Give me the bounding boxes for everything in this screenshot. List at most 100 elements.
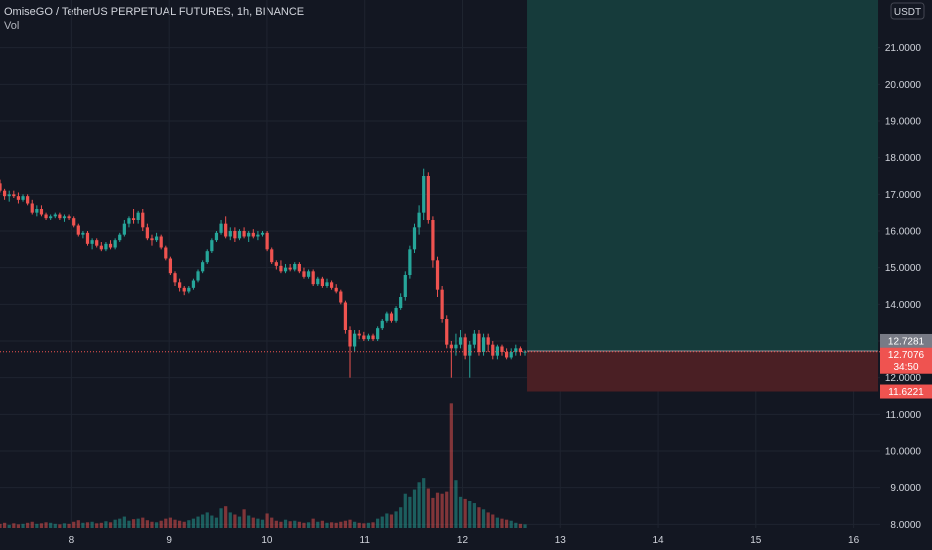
volume-bar [35, 523, 39, 528]
candle-body [463, 337, 467, 356]
candle-body [191, 280, 196, 288]
candle-body [30, 203, 34, 213]
time-tick-label: 11 [360, 535, 371, 546]
volume-bar [145, 520, 149, 528]
candle-body [380, 320, 384, 329]
candle-body [417, 212, 421, 228]
chart-legend: OmiseGO / TetherUS PERPETUAL FUTURES, 1h… [4, 5, 304, 33]
candle-body [237, 231, 242, 239]
candle-body [311, 271, 315, 285]
volume-bar [58, 524, 62, 528]
bar-countdown-label: 34:50 [893, 362, 918, 373]
volume-indicator-label: Vol [4, 20, 20, 32]
candle-body [196, 271, 200, 281]
volume-bar [348, 519, 352, 528]
time-tick-label: 9 [166, 535, 172, 546]
last-price-tag: 12.7076 34:50 [880, 347, 932, 374]
candle-body [2, 190, 7, 197]
loss-zone[interactable] [527, 350, 879, 392]
currency-badge-label: USDT [894, 7, 921, 18]
candle-body [168, 258, 173, 274]
price-tick-label: 20.0000 [885, 80, 922, 91]
candle-body [495, 346, 500, 356]
volume-bar [131, 519, 136, 528]
candle-body [325, 282, 329, 286]
candle-body [154, 236, 159, 241]
volume-bar [334, 522, 338, 528]
candle-body [67, 216, 71, 219]
volume-bar [260, 519, 265, 528]
candle-body [58, 214, 62, 219]
volume-bar [53, 523, 57, 528]
volume-bar [399, 507, 403, 528]
candle-body [247, 232, 251, 237]
volume-bar [12, 523, 16, 528]
candle-body [164, 247, 168, 259]
currency-badge[interactable]: USDT [890, 2, 925, 20]
volume-bar [270, 517, 274, 528]
volume-bar [141, 517, 145, 528]
volume-bar [288, 521, 292, 528]
candle-body [329, 282, 334, 288]
volume-bar [385, 513, 389, 528]
volume-bar [72, 521, 76, 528]
candle-body [320, 278, 324, 286]
candle-body [145, 227, 149, 239]
price-tick-label: 9.0000 [890, 483, 921, 494]
volume-bar [201, 514, 205, 528]
volume-bar [302, 522, 306, 528]
candle-body [44, 214, 48, 219]
volume-bar [279, 521, 283, 528]
volume-bar [182, 521, 186, 528]
volume-bar [293, 520, 297, 528]
candle-body [274, 262, 278, 266]
price-tick-label: 21.0000 [885, 43, 922, 54]
volume-bar [76, 520, 80, 528]
time-tick-label: 16 [848, 535, 860, 546]
volume-bar [154, 522, 159, 528]
time-tick-label: 14 [652, 535, 664, 546]
price-tick-label: 16.0000 [885, 227, 922, 238]
profit-zone[interactable] [527, 0, 879, 351]
volume-bar [422, 478, 426, 528]
time-axis[interactable]: 8 9 10 11 12 13 14 15 16 [0, 528, 932, 550]
target-price-label: 12.7281 [888, 336, 925, 347]
candle-body [486, 337, 490, 345]
volume-bar [251, 517, 255, 528]
volume-bar [150, 521, 154, 528]
candle-body [16, 196, 21, 200]
candle-body [173, 273, 177, 283]
position-zones[interactable] [527, 0, 879, 392]
volume-bar [265, 513, 269, 528]
candle-body [35, 209, 39, 213]
candle-body [357, 333, 361, 336]
candle-body [376, 328, 380, 340]
price-axis[interactable]: 8.00009.000010.000011.000012.000013.0000… [880, 0, 932, 550]
candle-body [159, 236, 163, 248]
candle-body [214, 232, 219, 241]
target-price-tag: 12.7281 [880, 333, 932, 348]
volume-bar [449, 403, 453, 528]
candle-body [205, 251, 209, 263]
candle-body [99, 245, 103, 250]
candle-body [306, 271, 311, 277]
volume-bar [362, 523, 366, 528]
candle-body [426, 176, 430, 220]
volume-bar [99, 522, 103, 528]
candle-body [39, 209, 44, 215]
volume-bar [242, 509, 246, 528]
volume-bar [113, 519, 117, 528]
candle-body [104, 243, 108, 250]
volume-bar [233, 514, 237, 528]
volume-bar [357, 522, 361, 528]
candle-body [270, 249, 274, 263]
candle-body [233, 231, 237, 239]
volume-bar [306, 522, 311, 528]
volume-bar [329, 522, 334, 528]
volume-bar [247, 515, 251, 528]
time-tick-label: 13 [555, 535, 567, 546]
volume-bar [16, 524, 21, 528]
candle-body [403, 275, 407, 297]
price-tick-label: 14.0000 [885, 300, 922, 311]
